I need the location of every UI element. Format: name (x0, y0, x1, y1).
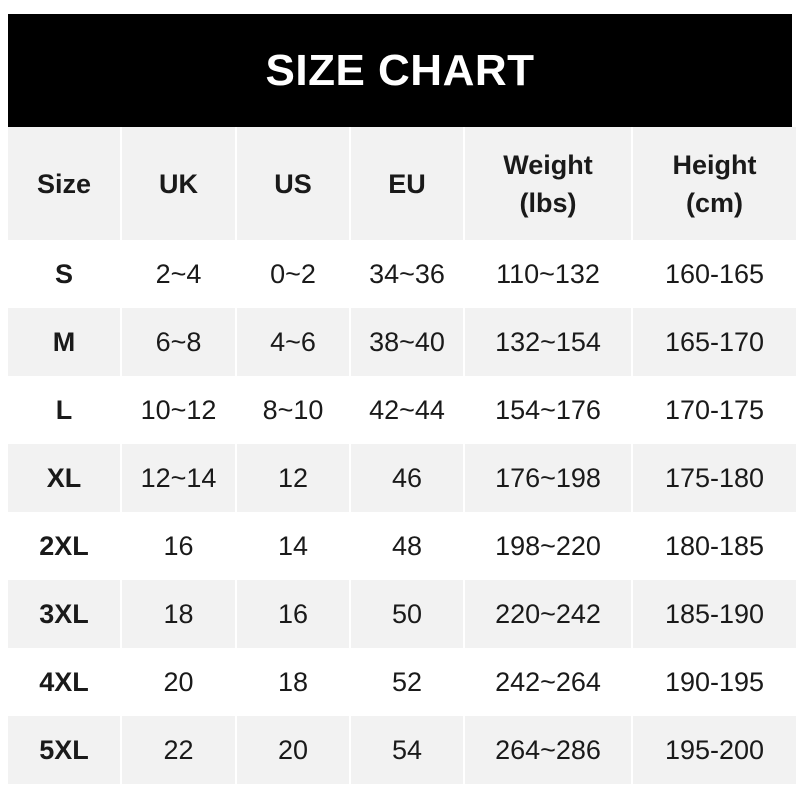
table-cell: 195-200 (633, 716, 796, 784)
table-cell: 4~6 (237, 308, 349, 376)
size-label-cell: XL (8, 444, 120, 512)
table-cell: 12~14 (122, 444, 235, 512)
table-cell: 190-195 (664, 666, 765, 697)
table-cell: 50 (351, 580, 463, 648)
table-cell: 242~264 (495, 666, 601, 697)
column-header: Height (cm) (633, 127, 796, 240)
table-cell: 46 (351, 444, 463, 512)
table-cell: 20 (163, 666, 194, 697)
table-cell: 16 (237, 580, 349, 648)
table-cell: 264~286 (465, 716, 631, 784)
table-cell: 22 (122, 716, 235, 784)
table-cell: 185-190 (633, 580, 796, 648)
size-label-cell: 5XL (8, 716, 120, 784)
table-cell: 220~242 (465, 580, 631, 648)
table-cell: 14 (277, 530, 309, 561)
column-header: Size (8, 127, 120, 240)
table-cell: 175-180 (633, 444, 796, 512)
table-cell: 54 (351, 716, 463, 784)
size-label-cell: L (55, 394, 73, 425)
table-cell: 8~10 (262, 394, 324, 425)
table-cell: 10~12 (140, 394, 217, 425)
size-label-cell: S (54, 258, 73, 289)
table-cell: 170-175 (664, 394, 765, 425)
table-cell: 132~154 (465, 308, 631, 376)
table-cell: 18 (122, 580, 235, 648)
table-cell: 198~220 (495, 530, 601, 561)
table-cell: 176~198 (465, 444, 631, 512)
size-chart-title: SIZE CHART (8, 14, 792, 127)
table-cell: 165-170 (633, 308, 796, 376)
column-header: Weight (lbs) (465, 127, 631, 240)
table-cell: 38~40 (351, 308, 463, 376)
table-cell: 18 (277, 666, 309, 697)
size-chart-table: Size UK US EU Weight (lbs) Height (cm) S 2~4 0~2… (8, 127, 796, 784)
size-label-cell: 3XL (8, 580, 120, 648)
table-cell: 180-185 (664, 530, 765, 561)
table-cell: 12 (237, 444, 349, 512)
table-cell: 16 (163, 530, 194, 561)
table-cell: 2~4 (155, 258, 202, 289)
table-cell: 0~2 (270, 258, 316, 289)
table-cell: 110~132 (496, 258, 600, 289)
table-cell: 52 (391, 666, 423, 697)
table-cell: 6~8 (122, 308, 235, 376)
table-cell: 34~36 (369, 258, 445, 289)
table-cell: 154~176 (495, 394, 601, 425)
size-label-cell: M (8, 308, 120, 376)
table-cell: 20 (237, 716, 349, 784)
table-cell: 48 (391, 530, 423, 561)
column-header: US (237, 127, 349, 240)
column-header: UK (122, 127, 235, 240)
column-header: EU (351, 127, 463, 240)
size-label-cell: 4XL (39, 666, 89, 697)
table-cell: 160-165 (664, 258, 765, 289)
table-cell: 42~44 (369, 394, 445, 425)
size-label-cell: 2XL (39, 530, 89, 561)
